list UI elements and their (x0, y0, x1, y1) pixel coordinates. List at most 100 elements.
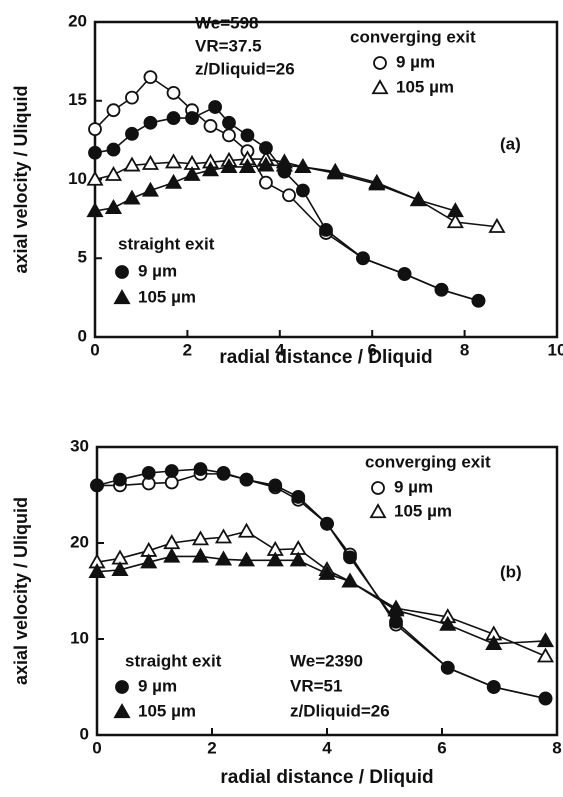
marker (239, 472, 254, 487)
marker (123, 189, 141, 205)
marker (446, 202, 464, 218)
marker (486, 680, 501, 694)
marker (193, 462, 208, 476)
x-axis-label: radial distance / Dliquid (219, 347, 432, 368)
marker (320, 516, 334, 531)
legend-label: 105 µm (138, 287, 196, 306)
x-tick-label: 6 (367, 340, 376, 359)
marker (439, 615, 457, 631)
marker (237, 551, 256, 567)
x-tick-label: 10 (548, 340, 563, 359)
marker (88, 145, 102, 160)
marker (125, 90, 139, 105)
legend-marker (115, 680, 129, 694)
marker (123, 156, 141, 172)
marker (163, 547, 181, 563)
legend-marker (371, 79, 389, 95)
marker (222, 115, 236, 130)
y-tick-label: 10 (68, 169, 87, 188)
y-tick-label: 10 (70, 628, 89, 647)
marker (86, 170, 104, 186)
marker (141, 466, 156, 480)
marker (143, 70, 158, 85)
x-tick-label: 8 (460, 340, 469, 359)
marker (104, 199, 123, 215)
marker (106, 103, 121, 118)
marker (318, 564, 336, 580)
series-line (96, 555, 546, 645)
annotation: (b) (500, 562, 522, 581)
marker (164, 464, 179, 478)
legend-title: straight exit (125, 651, 222, 670)
x-tick-label: 6 (437, 738, 446, 757)
legend-marker (373, 56, 387, 70)
marker (440, 660, 455, 675)
marker (164, 475, 179, 490)
legend-title: converging exit (365, 452, 491, 471)
x-tick-label: 2 (183, 340, 192, 359)
marker (191, 530, 210, 546)
marker (90, 478, 104, 493)
marker (356, 251, 370, 266)
marker (166, 85, 181, 100)
marker (268, 478, 283, 493)
marker (141, 181, 159, 197)
marker (471, 293, 486, 308)
marker (86, 202, 104, 218)
marker (294, 158, 312, 174)
marker (368, 175, 386, 191)
marker (185, 111, 199, 125)
annotation: We=2390 (290, 651, 363, 670)
y-tick-label: 20 (68, 11, 87, 30)
legend-label: 9 µm (396, 52, 435, 71)
marker (326, 164, 344, 180)
marker (538, 691, 553, 706)
marker (203, 119, 218, 133)
marker (319, 222, 333, 237)
marker (216, 466, 231, 480)
marker (88, 562, 106, 578)
legend-marker (115, 265, 129, 279)
marker (259, 141, 273, 155)
marker (222, 128, 236, 143)
x-tick-label: 2 (207, 738, 216, 757)
marker (289, 551, 307, 567)
series-line (94, 164, 456, 212)
marker (104, 165, 123, 181)
annotation: VR=37.5 (195, 36, 262, 55)
y-tick-label: 5 (78, 248, 87, 267)
legend-marker (371, 481, 385, 495)
marker (446, 213, 464, 229)
marker (397, 267, 412, 281)
legend-label: 105 µm (138, 701, 196, 720)
marker (141, 154, 159, 170)
x-axis-label: radial distance / Dliquid (220, 767, 433, 788)
legend-label: 105 µm (396, 77, 454, 96)
marker (341, 572, 359, 588)
marker (434, 282, 449, 297)
marker (409, 191, 427, 207)
legend-title: converging exit (350, 27, 476, 46)
annotation: z/Dliquid=26 (195, 59, 295, 78)
legend-label: 105 µm (394, 501, 452, 520)
marker (237, 522, 256, 538)
x-tick-label: 8 (552, 738, 561, 757)
y-axis-label: axial velocity / Uliquid (11, 497, 31, 685)
x-tick-label: 0 (90, 340, 99, 359)
marker (343, 550, 357, 565)
marker (282, 188, 296, 203)
y-tick-label: 0 (78, 326, 87, 345)
annotation: We=598 (195, 13, 258, 32)
y-axis-label: axial velocity / Uliquid (11, 85, 31, 273)
marker (214, 550, 233, 566)
legend-marker (113, 289, 131, 305)
legend-label: 9 µm (138, 261, 177, 280)
annotation: (a) (500, 134, 521, 153)
marker (536, 632, 555, 648)
annotation: VR=51 (290, 676, 342, 695)
marker (143, 115, 158, 130)
marker (214, 528, 233, 544)
x-tick-label: 4 (275, 340, 285, 359)
marker (88, 122, 102, 137)
marker (295, 183, 310, 198)
